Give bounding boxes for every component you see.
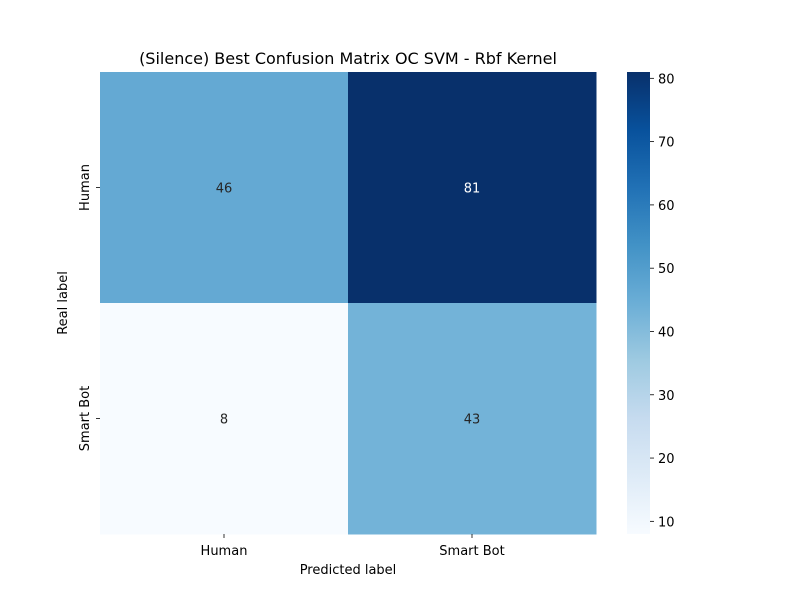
y-tick-label: Smart Bot [78, 386, 93, 451]
cell-value-label: 43 [464, 413, 481, 428]
heatmap-cell-labels: 46 81 8 43 [216, 182, 481, 428]
x-tick-label: Smart Bot [439, 544, 504, 559]
colorbar-tick-label: 20 [658, 452, 675, 467]
heatmap-cell [348, 303, 597, 535]
colorbar-tick-label: 30 [658, 389, 675, 404]
colorbar-ticks: 10 20 30 40 50 60 70 80 [650, 72, 675, 530]
chart-title: (Silence) Best Confusion Matrix OC SVM -… [139, 49, 557, 68]
cell-value-label: 46 [216, 182, 233, 197]
y-axis-label: Real label [56, 271, 71, 335]
colorbar-tick-label: 50 [658, 262, 675, 277]
heatmap-cell [348, 72, 597, 304]
colorbar-tick-label: 60 [658, 199, 675, 214]
heatmap-cell [100, 303, 349, 535]
x-axis-label: Predicted label [300, 563, 397, 578]
colorbar [627, 72, 650, 534]
heatmap-cells [100, 72, 597, 535]
y-tick-label: Human [78, 164, 93, 211]
cell-value-label: 8 [220, 413, 228, 428]
colorbar-tick-label: 40 [658, 325, 675, 340]
y-axis-ticks: Human Smart Bot [78, 164, 100, 451]
colorbar-tick-label: 80 [658, 72, 675, 87]
cell-value-label: 81 [464, 182, 481, 197]
colorbar-tick-label: 70 [658, 136, 675, 151]
heatmap-cell [100, 72, 349, 304]
x-tick-label: Human [201, 544, 248, 559]
colorbar-tick-label: 10 [658, 515, 675, 530]
x-axis-ticks: Human Smart Bot [201, 534, 505, 559]
